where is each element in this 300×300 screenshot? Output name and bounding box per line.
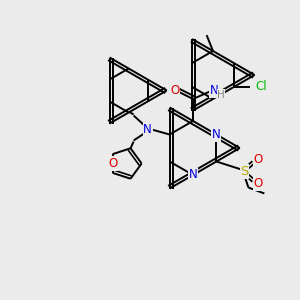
Text: O: O — [254, 177, 263, 190]
Text: S: S — [240, 165, 249, 178]
Text: H: H — [217, 90, 225, 100]
Text: O: O — [254, 153, 263, 166]
Text: N: N — [189, 169, 197, 182]
Text: Cl: Cl — [256, 80, 267, 94]
Text: N: N — [143, 123, 152, 136]
Text: N: N — [212, 128, 221, 141]
Text: O: O — [108, 157, 117, 170]
Text: O: O — [170, 85, 180, 98]
Text: N: N — [210, 85, 218, 98]
